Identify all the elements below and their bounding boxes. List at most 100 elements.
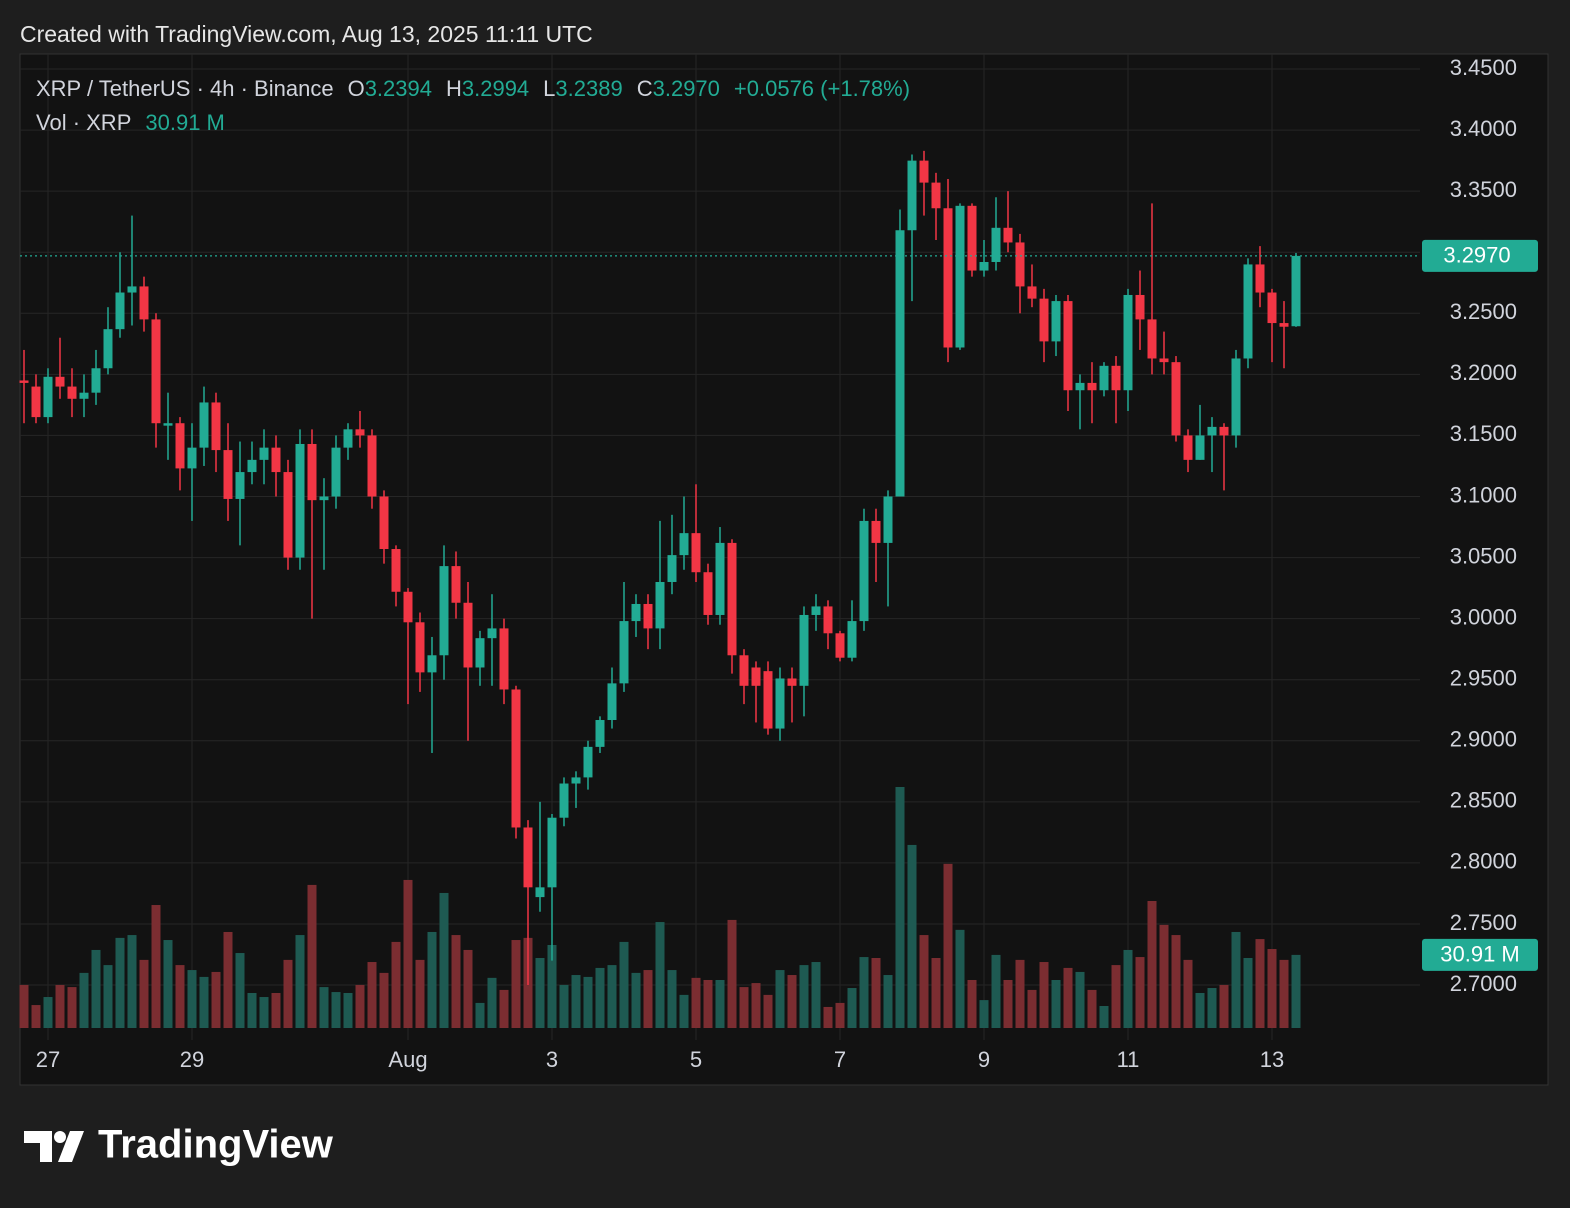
volume-bar xyxy=(823,1006,833,1028)
volume-bar xyxy=(319,987,329,1028)
volume-bar xyxy=(583,976,593,1028)
candle-body xyxy=(103,329,113,369)
volume-bar xyxy=(907,844,917,1028)
volume-bar xyxy=(391,941,401,1028)
volume-bar xyxy=(607,965,617,1028)
candle-body xyxy=(583,746,593,778)
watermark: Created with TradingView.com, Aug 13, 20… xyxy=(20,21,593,47)
candle-body xyxy=(835,633,845,658)
x-tick-label: 7 xyxy=(834,1047,846,1072)
candle-body xyxy=(1207,426,1217,436)
x-tick-label: Aug xyxy=(388,1047,427,1072)
field-value: 3.2994 xyxy=(462,76,529,101)
candle-body xyxy=(343,429,353,448)
volume-bar xyxy=(895,787,905,1028)
y-tick-label: 2.9000 xyxy=(1450,727,1517,752)
volume-bar xyxy=(595,967,605,1028)
y-tick-label: 2.8500 xyxy=(1450,788,1517,813)
volume-bar xyxy=(1255,939,1265,1028)
candle-body xyxy=(259,447,269,460)
volume-bar xyxy=(679,994,689,1028)
volume-legend: Vol · XRP 30.91 M xyxy=(36,110,225,135)
candle-body xyxy=(955,205,965,348)
candle-body xyxy=(967,205,977,271)
volume-bar xyxy=(1015,959,1025,1028)
x-tick-label: 11 xyxy=(1117,1047,1140,1072)
candle-body xyxy=(283,472,293,558)
candle-layer xyxy=(19,150,1301,986)
candle-body xyxy=(379,496,389,550)
candle-body xyxy=(1027,286,1037,299)
volume-bar xyxy=(535,957,545,1028)
volume-bar xyxy=(715,979,725,1028)
volume-bar xyxy=(883,975,893,1028)
x-tick-label: 29 xyxy=(180,1047,204,1072)
candle-body xyxy=(595,720,605,747)
volume-bar xyxy=(211,971,221,1028)
volume-bar xyxy=(427,931,437,1028)
volume-bar xyxy=(1027,989,1037,1028)
candle-body xyxy=(823,606,833,634)
volume-bar xyxy=(55,984,65,1028)
brand: TradingView xyxy=(98,1123,334,1167)
candle-body xyxy=(1123,294,1133,391)
field-key: L xyxy=(543,76,555,101)
candle-body xyxy=(391,549,401,592)
volume-bar xyxy=(1123,949,1133,1028)
y-tick-label: 3.1500 xyxy=(1450,421,1517,446)
candle-body xyxy=(871,520,881,543)
volume-bar xyxy=(307,884,317,1028)
field-value: 3.2389 xyxy=(555,76,622,101)
candle-body xyxy=(715,542,725,615)
candle-body xyxy=(727,542,737,656)
candle-body xyxy=(691,533,701,573)
candle-body xyxy=(811,606,821,615)
volume-bar xyxy=(439,892,449,1028)
volume-bar xyxy=(1219,984,1229,1028)
candle-body xyxy=(31,386,41,418)
volume-bar xyxy=(631,972,641,1028)
candle-body xyxy=(427,655,437,673)
candle-body xyxy=(223,450,233,499)
candle-body xyxy=(463,602,473,668)
pane xyxy=(19,53,1549,1086)
candle-body xyxy=(631,603,641,622)
x-tick-label: 5 xyxy=(690,1047,702,1072)
candle-body xyxy=(1183,435,1193,460)
y-tick-label: 3.0500 xyxy=(1450,543,1517,568)
candle-body xyxy=(79,392,89,399)
volume-bar xyxy=(463,949,473,1028)
volume-bar xyxy=(247,992,257,1028)
volume-bar xyxy=(1231,931,1241,1028)
volume-bar xyxy=(1159,924,1169,1028)
candle-body xyxy=(475,638,485,668)
candle-body xyxy=(139,286,149,320)
candle-body xyxy=(859,520,869,622)
volume-bar xyxy=(175,965,185,1028)
axes: 2.7000 2.7500 2.8000 2.8500 2.9000 2.9500 3.00… xyxy=(20,55,1538,1072)
candle-body xyxy=(487,628,497,639)
candle-body xyxy=(895,230,905,497)
change: +0.0576 (+1.78%) xyxy=(734,76,910,101)
candle-body xyxy=(1135,294,1145,320)
y-tick-label: 3.0000 xyxy=(1450,604,1517,629)
candle-body xyxy=(1147,319,1157,359)
volume-bar xyxy=(811,962,821,1028)
last-price-label: 3.2970 xyxy=(1443,243,1510,268)
y-tick-label: 3.3500 xyxy=(1450,177,1517,202)
volume-bar xyxy=(103,965,113,1028)
candle-body xyxy=(523,827,533,888)
last-volume-label: 30.91 M xyxy=(1440,942,1520,967)
candle-body xyxy=(19,380,29,383)
volume-bar xyxy=(1051,979,1061,1028)
volume-bar xyxy=(691,977,701,1028)
candle-body xyxy=(1039,298,1049,342)
volume-bar xyxy=(547,944,557,1028)
candle-body xyxy=(739,655,749,686)
volume-bar xyxy=(1279,959,1289,1028)
y-tick-label: 2.8000 xyxy=(1450,849,1517,874)
candle-body xyxy=(295,443,305,558)
volume-bar xyxy=(775,970,785,1028)
candle-body xyxy=(547,817,557,888)
